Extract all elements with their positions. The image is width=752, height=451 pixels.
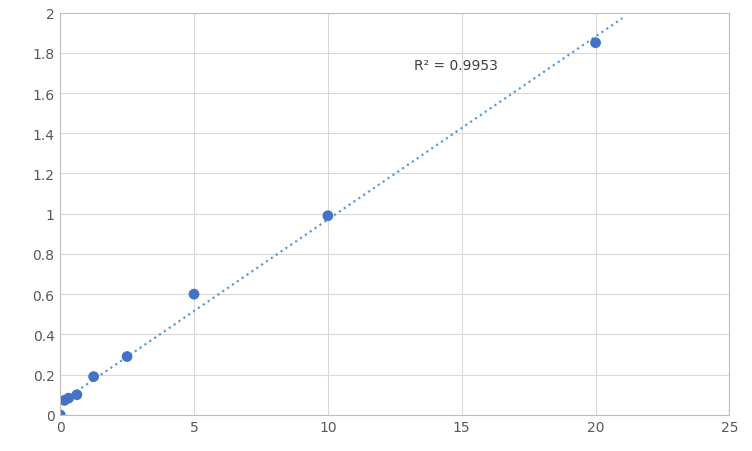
Point <box>71 391 83 399</box>
Point <box>322 212 334 220</box>
Point <box>188 291 200 298</box>
Point <box>590 40 602 47</box>
Point <box>59 397 71 404</box>
Point <box>62 395 74 402</box>
Point <box>54 411 66 419</box>
Point <box>87 373 99 380</box>
Text: R² = 0.9953: R² = 0.9953 <box>414 59 497 73</box>
Point <box>121 353 133 360</box>
